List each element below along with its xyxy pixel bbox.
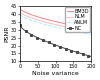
X-axis label: Noise variance: Noise variance <box>32 71 79 76</box>
NLM <box>58 25 59 26</box>
NLM <box>89 31 90 32</box>
BM3D <box>54 21 55 22</box>
NC <box>78 52 79 53</box>
BM3D <box>19 8 21 9</box>
NC <box>53 44 54 45</box>
ANLM <box>53 26 54 27</box>
BM3D <box>90 28 92 29</box>
NLM <box>19 11 21 12</box>
Line: BM3D: BM3D <box>20 9 91 29</box>
NC <box>90 56 92 57</box>
ANLM <box>89 34 90 35</box>
BM3D <box>53 21 54 22</box>
BM3D <box>58 22 59 23</box>
NLM <box>62 26 63 27</box>
Y-axis label: PSNR: PSNR <box>4 25 9 42</box>
ANLM <box>62 28 63 29</box>
NLM <box>54 24 55 25</box>
ANLM <box>58 27 59 28</box>
NC <box>54 44 55 45</box>
NC <box>58 46 59 47</box>
NC <box>19 25 21 26</box>
BM3D <box>89 28 90 29</box>
NLM <box>90 32 92 33</box>
Legend: BM3D, NLM, ANLM, NC: BM3D, NLM, ANLM, NC <box>66 7 90 32</box>
ANLM <box>90 34 92 35</box>
ANLM <box>54 26 55 27</box>
BM3D <box>78 26 79 27</box>
Line: NC: NC <box>19 24 92 57</box>
Line: NLM: NLM <box>20 12 91 32</box>
Line: ANLM: ANLM <box>20 14 91 34</box>
BM3D <box>62 23 63 24</box>
NC <box>62 47 63 48</box>
NLM <box>78 29 79 30</box>
NLM <box>53 24 54 25</box>
